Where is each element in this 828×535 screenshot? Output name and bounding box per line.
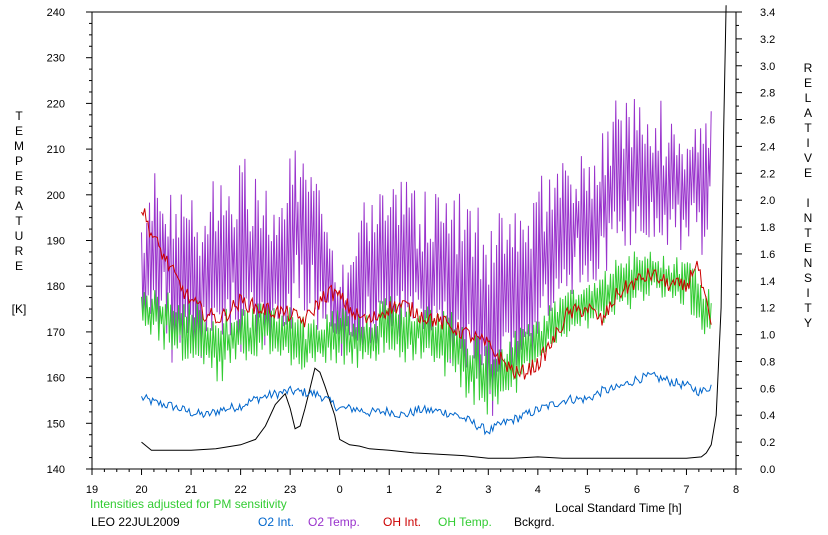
right-tick-label: 2.8 [760, 88, 775, 100]
left-tick-label: 150 [47, 418, 65, 430]
x-tick-label: 7 [683, 484, 689, 496]
right-tick-label: 1.8 [760, 222, 775, 234]
left-axis-letter: E [15, 169, 23, 183]
left-tick-label: 240 [47, 7, 65, 19]
plot-area [141, 5, 727, 459]
left-axis-letter: M [14, 139, 24, 153]
left-axis-letter: T [15, 214, 23, 228]
right-tick-label: 0.2 [760, 437, 775, 449]
right-tick-label: 0.6 [760, 383, 775, 395]
x-tick-label: 21 [185, 484, 197, 496]
series-oh-temp [141, 251, 712, 415]
right-axis-letter: A [804, 106, 812, 120]
right-tick-label: 2.6 [760, 115, 775, 127]
note-text: Intensities adjusted for PM sensitivity [90, 497, 287, 511]
left-tick-label: 140 [47, 464, 65, 476]
right-axis-letter: N [804, 256, 813, 270]
legend-entry: O2 Int. [258, 515, 294, 529]
left-axis-letter: P [15, 154, 23, 168]
left-tick-label: 220 [47, 98, 65, 110]
series-o2-temp [141, 98, 712, 416]
x-tick-label: 6 [634, 484, 640, 496]
right-axis-letter: I [806, 196, 809, 210]
legend-entry: OH Temp. [438, 515, 492, 529]
x-axis-label: Local Standard Time [h] [555, 501, 682, 515]
right-tick-label: 1.0 [760, 330, 775, 342]
right-axis-letter: V [804, 151, 812, 165]
bottom-axis: 19 20 21 22 23 0 1 2 3 4 5 6 7 8 [86, 11, 739, 496]
left-tick-label: 170 [47, 327, 65, 339]
right-axis-letter: T [804, 226, 812, 240]
right-axis-letter: T [804, 301, 812, 315]
legend: O2 Int. O2 Temp. OH Int. OH Temp. Bckgrd. [258, 515, 555, 529]
x-tick-label: 5 [584, 484, 590, 496]
left-tick-label: 160 [47, 373, 65, 385]
right-axis-letter: R [804, 61, 813, 75]
left-axis-unit: [K] [12, 302, 27, 316]
right-tick-label: 3.4 [760, 7, 775, 19]
legend-entry: OH Int. [383, 515, 421, 529]
left-tick-label: 230 [47, 53, 65, 65]
left-tick-label: 190 [47, 236, 65, 248]
x-tick-label: 4 [535, 484, 541, 496]
x-tick-label: 23 [284, 484, 296, 496]
right-axis-letter: T [804, 121, 812, 135]
series-o2-int [141, 371, 712, 436]
right-tick-label: 0.8 [760, 356, 775, 368]
right-tick-label: 0.0 [760, 464, 775, 476]
left-axis-letter: E [15, 124, 23, 138]
right-axis-letter: I [806, 286, 809, 300]
station-label: LEO 22JUL2009 [91, 515, 180, 529]
left-axis-letter: U [15, 229, 24, 243]
x-tick-label: 19 [86, 484, 98, 496]
right-tick-label: 1.2 [760, 303, 775, 315]
x-tick-label: 0 [337, 484, 343, 496]
right-axis-letter: S [804, 271, 812, 285]
left-tick-label: 180 [47, 281, 65, 293]
right-tick-label: 1.6 [760, 249, 775, 261]
x-tick-label: 3 [485, 484, 491, 496]
x-tick-label: 8 [733, 484, 739, 496]
series-bckgrd [141, 5, 727, 459]
right-axis-letter: L [805, 91, 812, 105]
right-axis-letter: E [804, 166, 812, 180]
right-tick-label: 2.2 [760, 168, 775, 180]
right-tick-label: 3.2 [760, 34, 775, 46]
right-axis: 0.0 0.2 0.4 0.6 0.8 1.0 1.2 1.4 1.6 1.8 2.0 2.2 2.4 2… [735, 7, 775, 476]
right-tick-label: 2.4 [760, 141, 775, 153]
right-axis-letter: N [804, 211, 813, 225]
right-axis-letter: E [804, 241, 812, 255]
left-axis-letter: R [15, 184, 24, 198]
left-tick-label: 200 [47, 190, 65, 202]
right-axis-letter: E [804, 76, 812, 90]
legend-entry: O2 Temp. [308, 515, 360, 529]
left-axis: 140 150 160 170 180 190 200 210 220 230 240 [47, 7, 93, 476]
left-tick-label: 210 [47, 144, 65, 156]
right-tick-label: 0.4 [760, 410, 775, 422]
left-axis-letter: T [15, 109, 23, 123]
right-tick-label: 1.4 [760, 276, 775, 288]
x-tick-label: 2 [436, 484, 442, 496]
legend-entry: Bckgrd. [514, 515, 555, 529]
x-tick-label: 22 [234, 484, 246, 496]
left-axis-letter: R [15, 244, 24, 258]
x-tick-label: 20 [135, 484, 147, 496]
series-oh-int [141, 208, 712, 380]
x-tick-label: 1 [386, 484, 392, 496]
left-axis-letter: E [15, 259, 23, 273]
left-axis-letter: A [15, 199, 23, 213]
right-tick-label: 2.0 [760, 195, 775, 207]
right-axis-letter: Y [804, 316, 812, 330]
right-axis-letter: I [806, 136, 809, 150]
right-tick-label: 3.0 [760, 61, 775, 73]
